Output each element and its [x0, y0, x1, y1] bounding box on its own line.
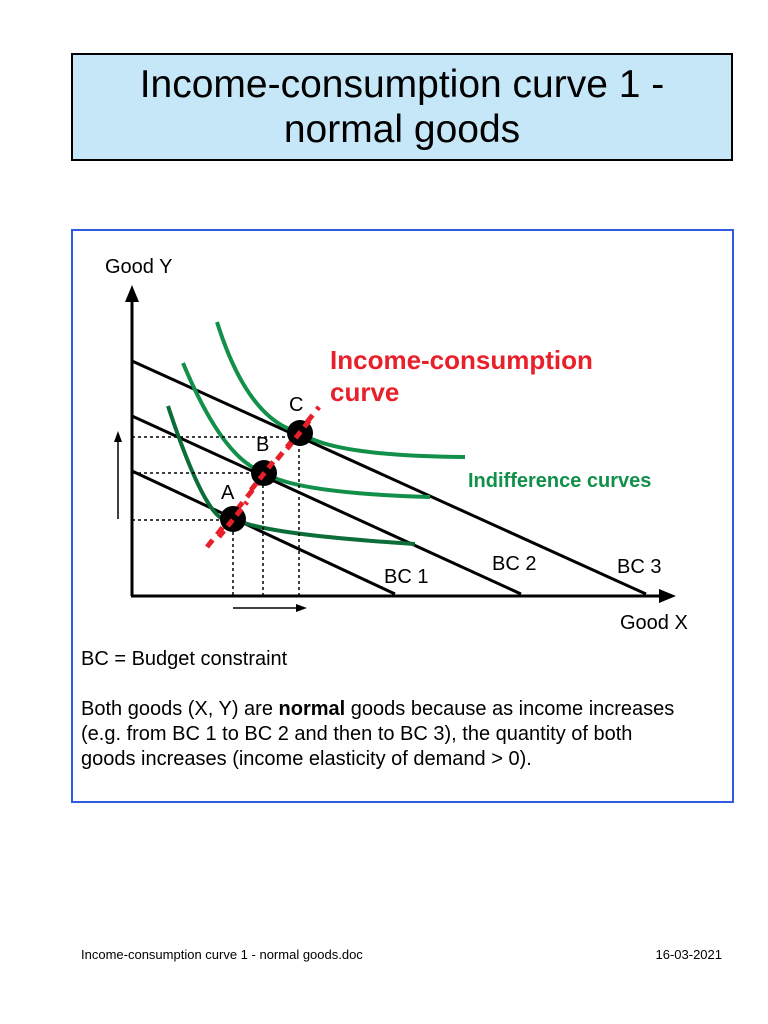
point-label-b: B — [256, 434, 269, 456]
budget-constraint-3 — [131, 359, 647, 596]
point-label-c: C — [289, 394, 303, 416]
caption-text-bold: normal — [278, 698, 346, 720]
budget-constraint-1 — [131, 469, 396, 596]
caption-definition: BC = Budget constraint — [81, 648, 288, 670]
x-increase-arrowhead — [296, 604, 307, 612]
income-consumption-diagram: Good Y Good X BC 1 BC 2 BC 3 — [105, 256, 688, 634]
y-axis-arrow — [125, 285, 139, 302]
footer-date: 16-03-2021 — [655, 947, 723, 962]
icc-over-b — [249, 455, 279, 492]
budget-constraint-2 — [131, 414, 522, 596]
x-axis-arrow — [659, 589, 676, 603]
icc-label-line2: curve — [330, 377, 399, 407]
indifference-curves-label: Indifference curves — [468, 470, 651, 492]
guide-lines — [132, 436, 300, 596]
diagram-panel: Good Y Good X BC 1 BC 2 BC 3 — [71, 229, 734, 803]
caption-explanation: Both goods (X, Y) are normal goods becau… — [81, 697, 681, 772]
footer-filename: Income-consumption curve 1 - normal good… — [81, 947, 363, 962]
bc-label-3: BC 3 — [617, 556, 661, 578]
caption-text-after: goods because as income increases (e.g. … — [81, 698, 675, 770]
y-axis-label: Good Y — [105, 256, 172, 278]
title-box: Income-consumption curve 1 - normal good… — [71, 53, 733, 161]
page-title: Income-consumption curve 1 - normal good… — [139, 63, 665, 151]
icc-label-line1: Income-consumption — [330, 345, 593, 375]
caption-text-before: Both goods (X, Y) are — [81, 698, 279, 720]
icc-over-a — [217, 500, 249, 539]
caption: BC = Budget constraint Both goods (X, Y)… — [81, 647, 681, 797]
x-axis-label: Good X — [620, 612, 688, 634]
icc-over-c — [285, 414, 315, 451]
y-increase-arrowhead — [114, 431, 122, 442]
point-label-a: A — [221, 482, 235, 504]
bc-label-1: BC 1 — [384, 566, 428, 588]
bc-label-2: BC 2 — [492, 553, 536, 575]
